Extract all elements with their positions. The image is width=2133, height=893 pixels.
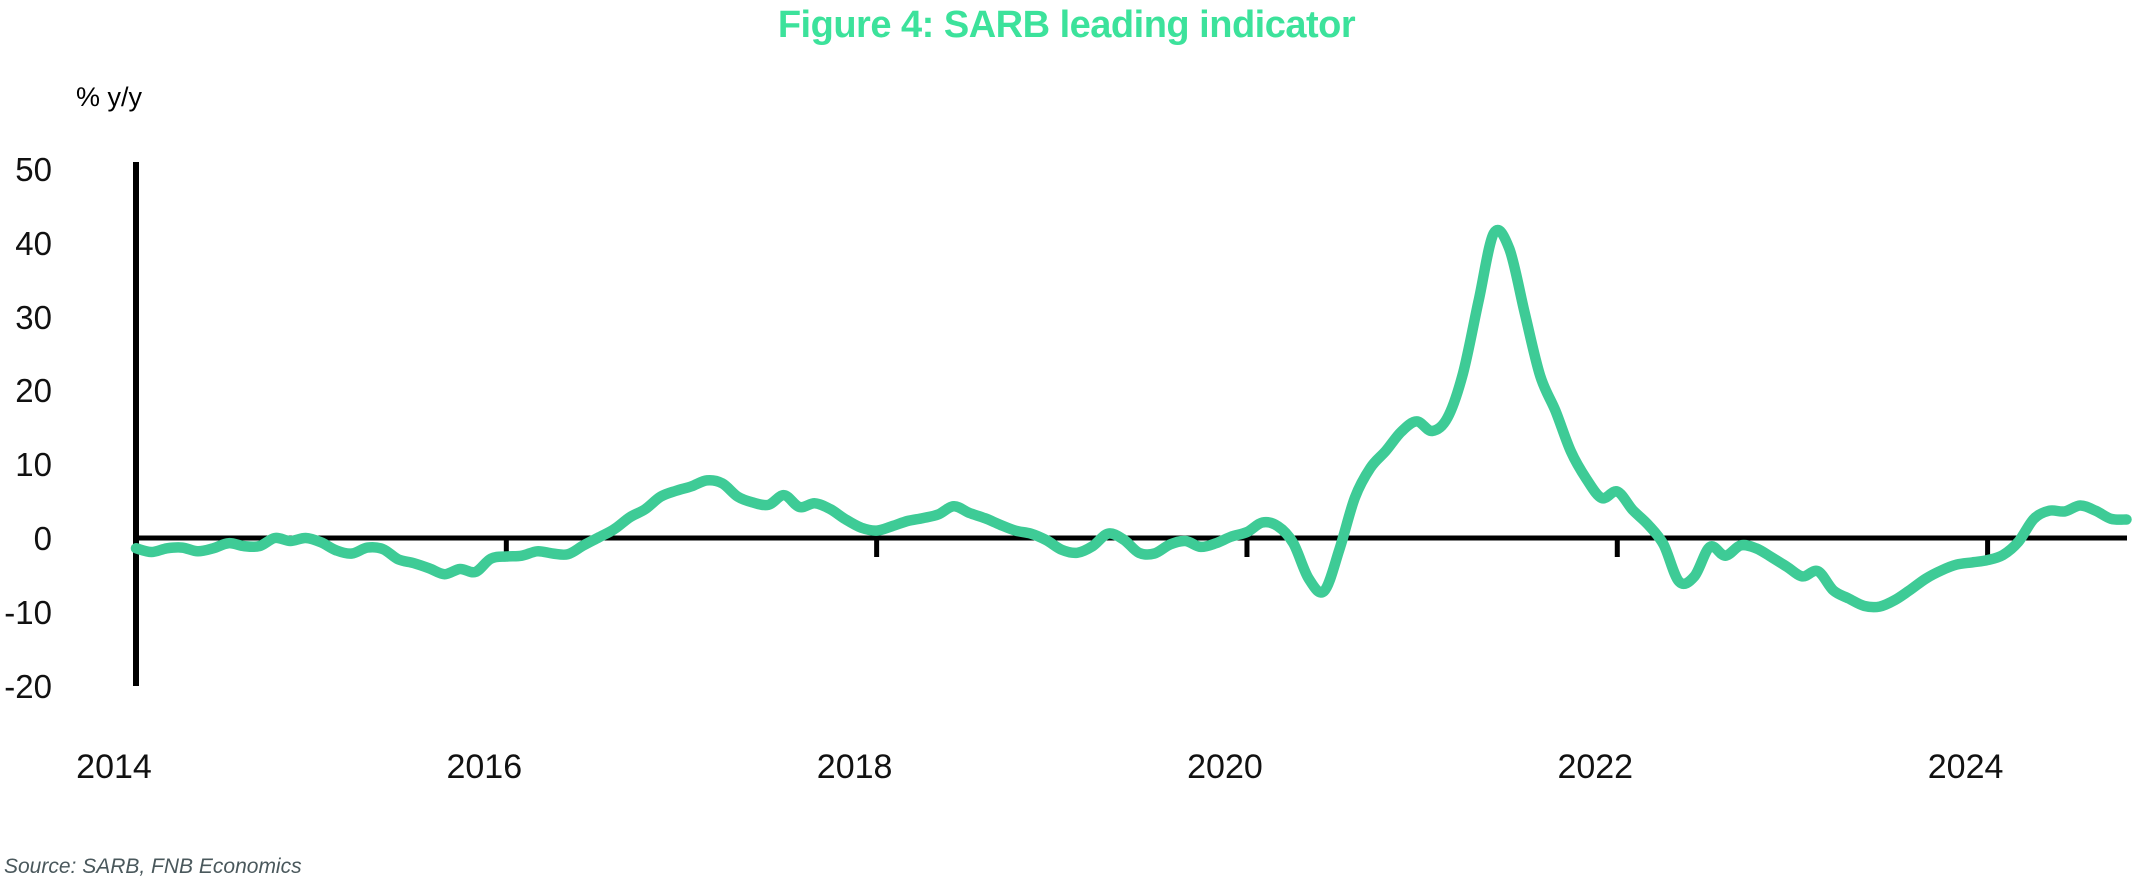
x-tick-label: 2022 (1557, 748, 1634, 786)
figure-title: Figure 4: SARB leading indicator (777, 4, 1356, 46)
source-note: Source: SARB, FNB Economics (4, 855, 302, 878)
x-tick-label: 2018 (816, 748, 893, 786)
y-tick-label: 0 (33, 520, 52, 557)
y-tick-label: 30 (15, 298, 52, 336)
y-tick-label: 50 (15, 151, 52, 188)
axes (133, 162, 2127, 686)
y-tick-label: 20 (15, 372, 52, 410)
y-tick-label: -10 (4, 593, 52, 631)
y-axis-unit-label: % y/y (76, 82, 143, 112)
x-tick-label: 2020 (1187, 748, 1263, 786)
series-line (130, 224, 2132, 613)
x-tick-label: 2024 (1927, 748, 2004, 786)
y-tick-label: 40 (15, 224, 52, 262)
x-tick-label: 2014 (76, 748, 152, 786)
x-tick-label: 2016 (446, 748, 523, 786)
y-tick-label: -20 (4, 667, 52, 705)
y-tick-label: 10 (15, 446, 52, 484)
